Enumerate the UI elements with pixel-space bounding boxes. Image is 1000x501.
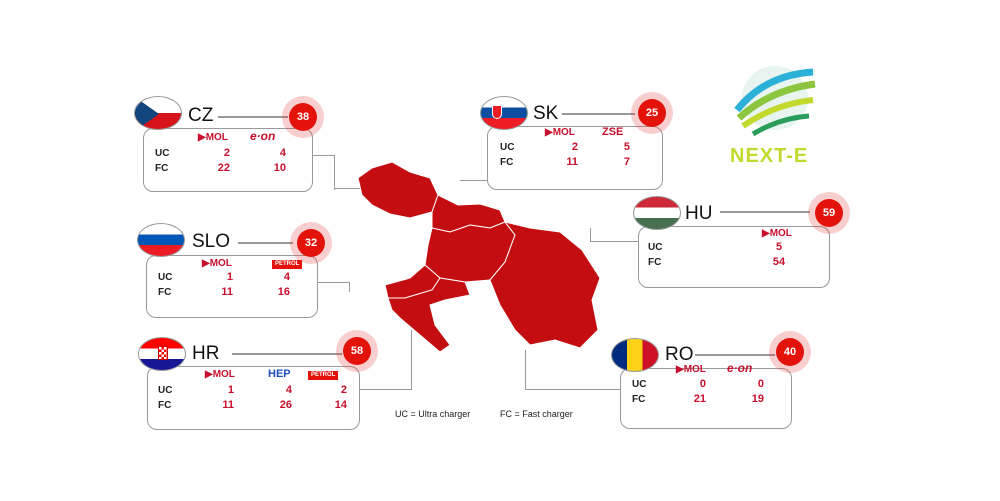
country-code: HR — [192, 343, 220, 364]
swoosh-logo-icon — [734, 66, 816, 137]
brand-mol: ▶MOL — [205, 369, 235, 380]
connector-cz — [313, 155, 335, 190]
value: 5 — [775, 241, 783, 253]
map-cz — [357, 161, 439, 219]
row-label-uc: UC — [500, 142, 515, 153]
value: 11 — [222, 399, 234, 411]
value: 14 — [334, 399, 347, 411]
brand-mol: ▶MOL — [762, 228, 792, 239]
value: 0 — [699, 378, 706, 390]
brand-hep: HEP — [268, 368, 291, 380]
total-badge: 58 — [336, 330, 378, 372]
row-label-uc: UC — [648, 242, 663, 253]
country-code: RO — [665, 344, 694, 365]
value: 7 — [623, 156, 630, 168]
connector-hu — [590, 228, 638, 242]
country-code: CZ — [188, 105, 214, 126]
country-code: SLO — [192, 231, 231, 252]
value: 2 — [571, 141, 578, 153]
brand-eon: e·on — [727, 361, 753, 375]
value: 1 — [226, 271, 233, 283]
connector-sk — [460, 180, 487, 181]
row-label-fc: FC — [155, 163, 169, 174]
connector-cz-2 — [334, 188, 360, 189]
value: 21 — [693, 393, 706, 405]
total-badge: 38 — [282, 96, 324, 138]
country-code: SK — [533, 103, 559, 124]
value: 16 — [277, 286, 290, 298]
brand-mol: ▶MOL — [545, 127, 575, 138]
brand-petrol: PETROL — [272, 260, 303, 269]
value: 11 — [221, 286, 233, 298]
logo-text: NEXT-E — [730, 145, 809, 167]
flag-sk-icon — [480, 96, 528, 130]
flag-ro-icon — [611, 338, 659, 372]
legend-fc: FC = Fast charger — [500, 409, 573, 419]
map-ro — [489, 221, 601, 349]
row-label-uc: UC — [158, 385, 173, 396]
row-label-fc: FC — [648, 257, 662, 268]
value: 22 — [217, 162, 230, 174]
row-label-uc: UC — [632, 379, 647, 390]
row-label-uc: UC — [158, 272, 173, 283]
value: 1 — [227, 384, 234, 396]
country-code: HU — [685, 203, 713, 224]
connector-slo — [318, 282, 350, 292]
connector-hr — [360, 330, 412, 390]
row-label-uc: UC — [155, 148, 170, 159]
flag-hu-icon — [633, 196, 681, 230]
value: 10 — [273, 162, 286, 174]
total-badge: 32 — [290, 222, 332, 264]
value: 4 — [285, 384, 292, 396]
next-e-logo: NEXT-E — [725, 60, 825, 170]
row-label-fc: FC — [632, 394, 646, 405]
brand-petrol: PETROL — [308, 371, 339, 380]
value: 4 — [283, 271, 290, 283]
total-badge: 25 — [631, 92, 673, 134]
flag-cz-icon — [134, 96, 182, 130]
value: 4 — [279, 147, 286, 159]
value: 26 — [279, 399, 292, 411]
total-badge: 40 — [769, 331, 811, 373]
legend-uc: UC = Ultra charger — [395, 409, 471, 419]
value: 54 — [772, 256, 786, 268]
brand-mol: ▶MOL — [198, 132, 228, 143]
connector-ro — [525, 350, 620, 390]
brand-zse: ZSE — [602, 126, 624, 138]
value: 2 — [223, 147, 230, 159]
flag-slo-icon — [137, 223, 185, 257]
brand-mol: ▶MOL — [202, 258, 232, 269]
map-hr — [387, 277, 471, 353]
row-label-fc: FC — [158, 287, 172, 298]
total-badge: 59 — [808, 192, 850, 234]
value: 11 — [566, 156, 578, 168]
value: 2 — [340, 384, 347, 396]
brand-mol: ▶MOL — [676, 364, 706, 375]
row-label-fc: FC — [158, 400, 172, 411]
value: 0 — [757, 378, 764, 390]
value: 19 — [751, 393, 764, 405]
flag-hr-icon — [138, 337, 186, 371]
value: 5 — [623, 141, 630, 153]
row-label-fc: FC — [500, 157, 514, 168]
brand-eon: e·on — [250, 129, 276, 143]
